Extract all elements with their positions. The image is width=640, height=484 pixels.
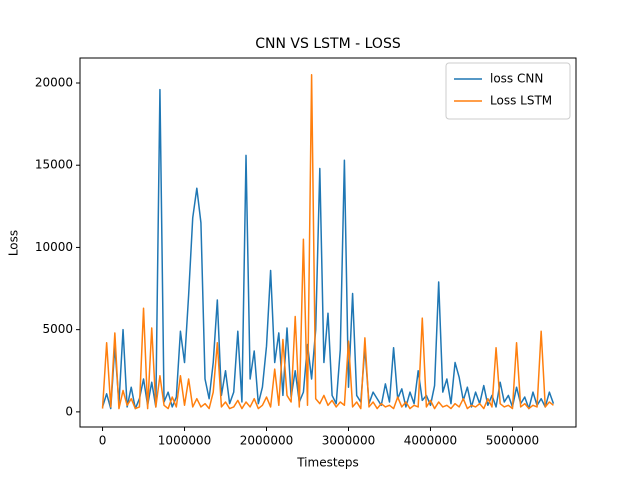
y-tick-label: 10000 <box>35 240 73 254</box>
x-tick-label: 1000000 <box>158 434 211 448</box>
x-tick-label: 5000000 <box>486 434 539 448</box>
series-line <box>101 74 554 410</box>
legend-box <box>445 62 571 120</box>
legend-label: loss CNN <box>490 72 543 86</box>
y-tick-label: 20000 <box>35 75 73 89</box>
x-tick-label: 4000000 <box>404 434 457 448</box>
plot-frame <box>79 57 577 428</box>
series-line <box>101 88 555 410</box>
y-axis-label: Loss <box>7 230 21 256</box>
x-tick-label: 0 <box>99 434 107 448</box>
legend-label: Loss LSTM <box>490 94 552 108</box>
y-tick-label: 0 <box>65 404 73 418</box>
x-axis-label: Timesteps <box>296 456 359 470</box>
y-tick-label: 5000 <box>42 322 73 336</box>
x-tick-label: 2000000 <box>240 434 293 448</box>
x-tick-label: 3000000 <box>322 434 375 448</box>
y-tick-label: 15000 <box>35 158 73 172</box>
chart-title: CNN VS LSTM - LOSS <box>255 36 401 52</box>
